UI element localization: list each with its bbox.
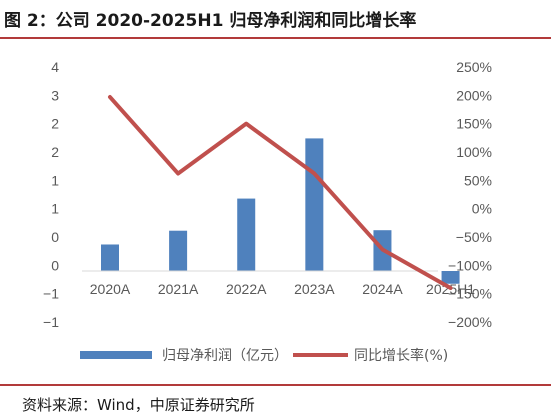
right-tick-label: −200% (448, 314, 492, 330)
right-tick-label: 200% (456, 87, 492, 103)
category-label: 2024A (362, 281, 403, 297)
title-rule (0, 37, 551, 39)
right-tick-label: 150% (456, 116, 492, 132)
right-tick-label: −50% (456, 229, 492, 245)
legend-line-label: 同比增长率(%) (354, 347, 448, 364)
category-label: 2023A (294, 281, 335, 297)
right-tick-label: −100% (448, 257, 492, 273)
figure-title: 图 2：公司 2020-2025H1 归母净利润和同比增长率 (4, 11, 417, 31)
left-tick-label: 0 (51, 229, 59, 245)
bar (169, 230, 188, 271)
category-label: 2021A (158, 281, 199, 297)
left-tick-label: 1 (51, 172, 59, 188)
growth-rate-line (108, 95, 453, 290)
left-tick-label: 2 (51, 144, 59, 160)
right-tick-label: 250% (456, 59, 492, 75)
left-tick-label: 3 (51, 87, 59, 103)
category-axis: 2020A 2021A 2022A 2023A 2024A 2025H1 (90, 281, 476, 297)
category-label: 2020A (90, 281, 131, 297)
right-axis: 250% 200% 150% 100% 50% 0% −50% −100% −150% −200% (448, 59, 492, 330)
legend-bar-swatch (80, 351, 152, 359)
left-tick-label: 0 (51, 257, 59, 273)
bar (305, 138, 324, 271)
left-axis: 4 3 2 2 1 1 0 0 −1 −1 (43, 59, 59, 330)
right-tick-label: 100% (456, 144, 492, 160)
left-tick-label: −1 (43, 314, 59, 330)
source-rule (0, 384, 551, 386)
bar (101, 244, 119, 271)
chart: 4 3 2 2 1 1 0 0 −1 −1 250% 200% 150% 100% 50% 0% −50% −1… (43, 59, 492, 364)
left-tick-label: 1 (51, 201, 59, 217)
legend-bar-label: 归母净利润（亿元） (162, 347, 288, 364)
source-note: 资料来源：Wind，中原证券研究所 (22, 396, 255, 414)
category-label: 2022A (226, 281, 267, 297)
left-tick-label: 2 (51, 116, 59, 132)
right-tick-label: 0% (472, 201, 492, 217)
bar (441, 271, 460, 284)
left-tick-label: −1 (43, 286, 59, 302)
right-tick-label: 50% (464, 172, 492, 188)
left-tick-label: 4 (51, 59, 59, 75)
line-series (108, 95, 453, 290)
legend: 归母净利润（亿元） 同比增长率(%) (80, 347, 448, 364)
right-tick-label: −150% (448, 286, 492, 302)
bar (237, 198, 256, 271)
